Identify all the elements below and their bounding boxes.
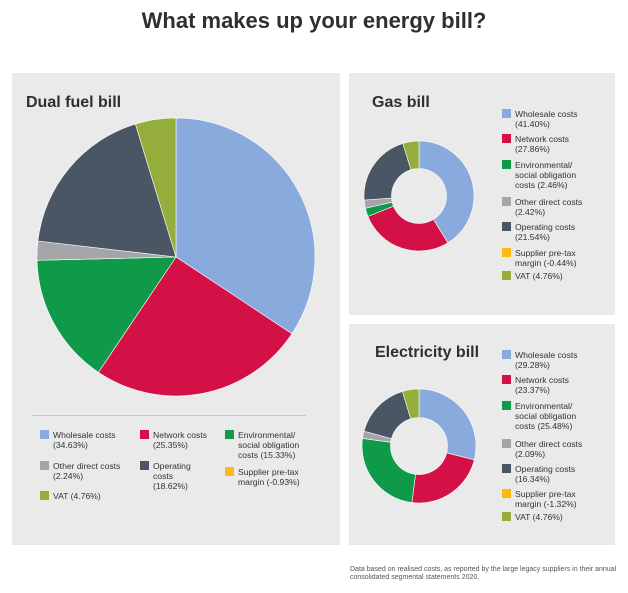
- legend-label: Operating costs (21.54%): [515, 222, 576, 242]
- legend-label: Supplier pre-tax margin (-1.32%): [515, 489, 577, 509]
- dual-fuel-legend-item-network: Network costs (25.35%): [140, 430, 230, 450]
- legend-swatch: [502, 197, 511, 206]
- dual-fuel-panel: Dual fuel bill Wholesale costs (34.63%) N…: [12, 73, 340, 545]
- footnote: Data based on realised costs, as reporte…: [350, 566, 617, 581]
- dual-fuel-slice-operating: [37, 123, 177, 258]
- gas-slice-vat: [402, 140, 420, 171]
- legend-swatch: [502, 439, 511, 448]
- legend-label: Network costs (23.37%): [515, 375, 569, 395]
- legend-label: Wholesale costs (34.63%): [53, 430, 116, 450]
- legend-swatch: [502, 134, 511, 143]
- electricity-legend-item-vat: VAT (4.76%): [502, 512, 610, 522]
- legend-label: Environmental/ social obligation costs (…: [238, 430, 300, 460]
- legend-label: Other direct costs (2.42%): [515, 197, 583, 217]
- legend-label: Wholesale costs (41.40%): [515, 109, 578, 129]
- dual-fuel-legend-item-vat: VAT (4.76%): [40, 491, 140, 501]
- legend-swatch: [225, 430, 234, 439]
- gas-legend-item-operating: Operating costs (21.54%): [502, 222, 610, 242]
- legend-swatch: [502, 489, 511, 498]
- electricity-legend-item-network: Network costs (23.37%): [502, 375, 610, 395]
- dual-fuel-pie-chart: [36, 117, 316, 397]
- electricity-slice-network: [411, 452, 475, 504]
- legend-label: Other direct costs (2.09%): [515, 439, 583, 459]
- legend-label: Supplier pre-tax margin (-0.93%): [238, 467, 300, 487]
- electricity-legend-item-supplier: Supplier pre-tax margin (-1.32%): [502, 489, 610, 509]
- legend-divider: [32, 415, 306, 416]
- electricity-slice-wholesale: [418, 388, 477, 461]
- gas-slice-network: [367, 205, 449, 252]
- legend-swatch: [502, 271, 511, 280]
- electricity-slice-operating: [363, 391, 412, 439]
- legend-label: Environmental/ social obligation costs (…: [515, 401, 577, 431]
- legend-label: Supplier pre-tax margin (-0.44%): [515, 248, 577, 268]
- legend-label: Operating costs (18.62%): [153, 461, 191, 491]
- legend-label: Other direct costs (2.24%): [53, 461, 121, 481]
- legend-swatch: [502, 464, 511, 473]
- legend-swatch: [502, 401, 511, 410]
- dual-fuel-title: Dual fuel bill: [26, 94, 122, 111]
- legend-swatch: [140, 461, 149, 470]
- electricity-title: Electricity bill: [375, 344, 480, 361]
- gas-legend-item-wholesale: Wholesale costs (41.40%): [502, 109, 610, 129]
- electricity-donut-chart: [361, 388, 477, 504]
- legend-swatch: [502, 350, 511, 359]
- electricity-slice-vat: [402, 388, 420, 420]
- dual-fuel-legend-item-operating: Operating costs (18.62%): [140, 461, 220, 491]
- legend-swatch: [40, 430, 49, 439]
- dual-fuel-legend-item-environmental: Environmental/ social obligation costs (…: [225, 430, 320, 460]
- gas-legend-item-supplier: Supplier pre-tax margin (-0.44%): [502, 248, 610, 268]
- electricity-slice-environmental: [361, 438, 416, 503]
- legend-label: VAT (4.76%): [515, 512, 563, 522]
- legend-label: Environmental/ social obligation costs (…: [515, 160, 577, 190]
- legend-swatch: [502, 222, 511, 231]
- gas-panel: Gas bill Wholesale costs (41.40%) Network…: [349, 73, 615, 315]
- legend-label: Network costs (27.86%): [515, 134, 569, 154]
- dual-fuel-slice-network: [97, 256, 293, 397]
- gas-legend-item-other-direct: Other direct costs (2.42%): [502, 197, 610, 217]
- legend-label: Network costs (25.35%): [153, 430, 207, 450]
- gas-legend-item-vat: VAT (4.76%): [502, 271, 610, 281]
- legend-label: VAT (4.76%): [53, 491, 101, 501]
- dual-fuel-legend-item-wholesale: Wholesale costs (34.63%): [40, 430, 140, 450]
- gas-title: Gas bill: [372, 94, 430, 111]
- legend-label: VAT (4.76%): [515, 271, 563, 281]
- legend-swatch: [225, 467, 234, 476]
- gas-donut-chart: [363, 140, 475, 252]
- gas-slice-operating: [363, 143, 412, 201]
- legend-swatch: [502, 248, 511, 257]
- electricity-panel: Electricity bill Wholesale costs (29.28%…: [349, 324, 615, 545]
- dual-fuel-slice-vat: [135, 117, 177, 258]
- legend-swatch: [502, 375, 511, 384]
- legend-swatch: [502, 512, 511, 521]
- dual-fuel-legend-item-other-direct: Other direct costs (2.24%): [40, 461, 140, 481]
- legend-swatch: [40, 461, 49, 470]
- legend-swatch: [502, 160, 511, 169]
- gas-legend-item-network: Network costs (27.86%): [502, 134, 610, 154]
- page-title: What makes up your energy bill?: [141, 8, 487, 33]
- dual-fuel-legend-item-supplier: Supplier pre-tax margin (-0.93%): [225, 467, 320, 487]
- electricity-legend-item-operating: Operating costs (16.34%): [502, 464, 610, 484]
- gas-slice-wholesale: [418, 140, 475, 244]
- dual-fuel-slice-environmental: [36, 256, 177, 373]
- legend-swatch: [140, 430, 149, 439]
- electricity-legend-item-wholesale: Wholesale costs (29.28%): [502, 350, 610, 370]
- legend-label: Operating costs (16.34%): [515, 464, 576, 484]
- legend-swatch: [40, 491, 49, 500]
- gas-legend-item-environmental: Environmental/ social obligation costs (…: [502, 160, 610, 190]
- legend-swatch: [502, 109, 511, 118]
- legend-label: Wholesale costs (29.28%): [515, 350, 578, 370]
- electricity-legend-item-environmental: Environmental/ social obligation costs (…: [502, 401, 610, 431]
- electricity-legend-item-other-direct: Other direct costs (2.09%): [502, 439, 610, 459]
